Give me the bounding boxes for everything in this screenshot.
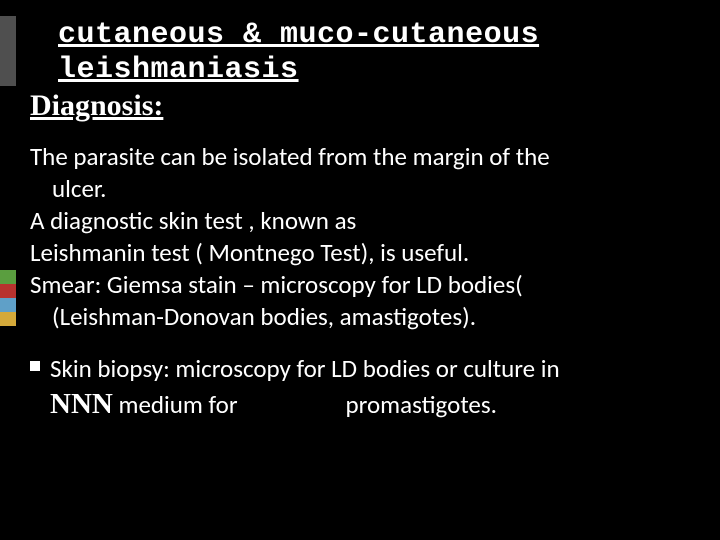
bullet-line-1: Skin biopsy: microscopy for LD bodies or… <box>50 353 560 384</box>
slide-content: cutaneous & muco-cutaneous leishmaniasis… <box>0 0 720 443</box>
title-line-2: leishmaniasis <box>58 53 299 87</box>
bullet-item: Skin biopsy: microscopy for LD bodies or… <box>30 353 690 423</box>
slide-title: cutaneous & muco-cutaneous leishmaniasis <box>58 18 690 87</box>
bullet-line-2: NNN medium for promastigotes. <box>50 386 690 424</box>
accent-bar-green <box>0 270 16 284</box>
medium-for: medium for <box>113 389 238 420</box>
body-line-2: A diagnostic skin test , known as <box>30 205 690 237</box>
nnn-label: NNN <box>50 388 113 420</box>
bullet-square-icon <box>30 361 40 371</box>
accent-bar-blue <box>0 298 16 312</box>
accent-bar-red <box>0 284 16 298</box>
body-paragraph: The parasite can be isolated from the ma… <box>30 141 690 333</box>
diagnosis-heading: Diagnosis: <box>30 89 690 123</box>
body-line-1: The parasite can be isolated from the ma… <box>30 141 690 173</box>
accent-bar-yellow <box>0 312 16 326</box>
body-line-4: Smear: Giemsa stain – microscopy for LD … <box>30 269 690 301</box>
promastigotes: promastigotes. <box>346 389 497 420</box>
title-line-1: cutaneous & muco-cutaneous <box>58 18 539 52</box>
bullet-content: Skin biopsy: microscopy for LD bodies or… <box>50 353 690 423</box>
accent-bar-gray <box>0 16 16 86</box>
body-line-4b: (Leishman-Donovan bodies, amastigotes). <box>30 301 690 333</box>
body-line-3: Leishmanin test ( Montnego Test), is use… <box>30 237 690 269</box>
body-line-1b: ulcer. <box>30 173 690 205</box>
